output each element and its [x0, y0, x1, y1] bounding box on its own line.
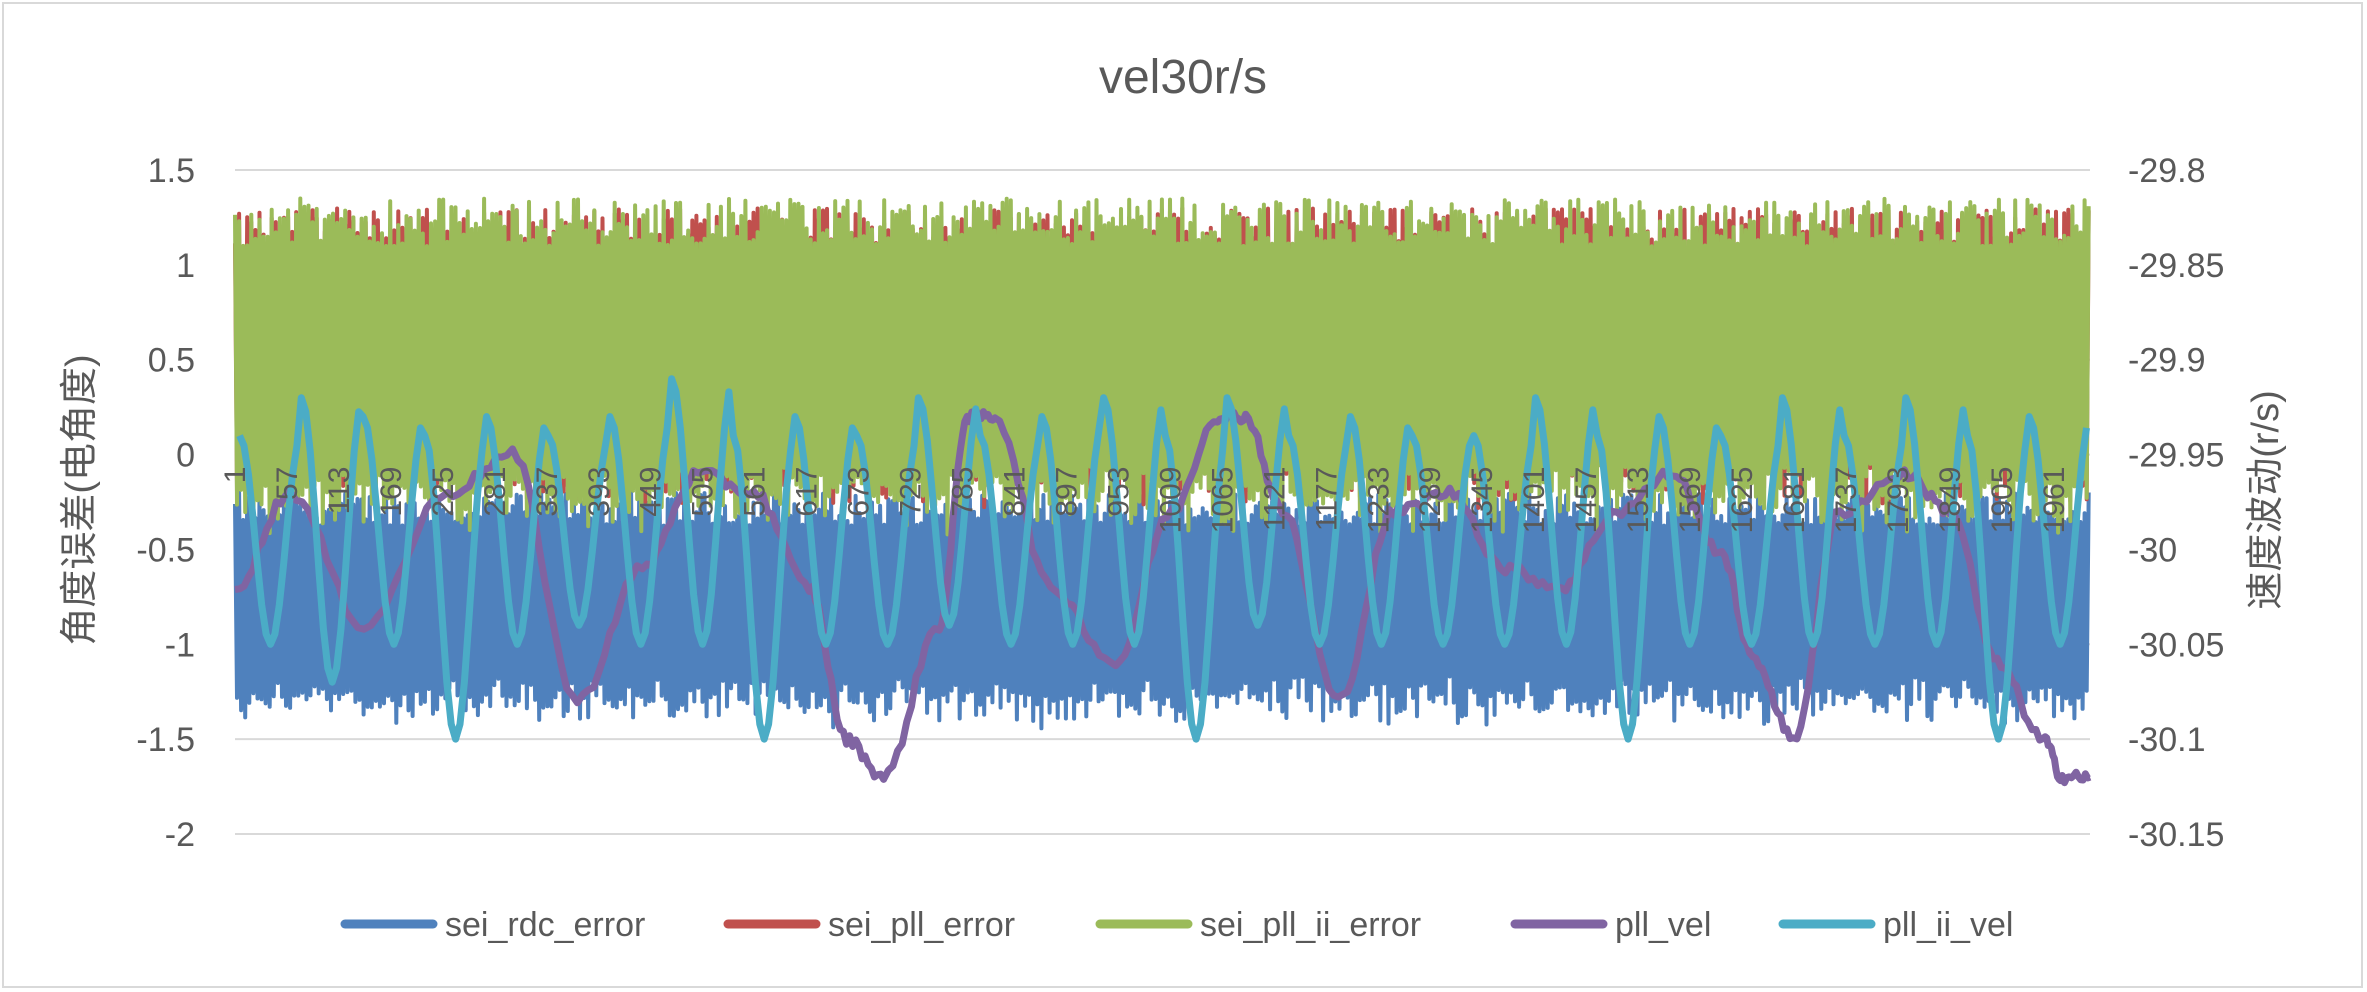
legend-label: pll_vel	[1615, 906, 1711, 944]
y-tick-label: 0.5	[148, 342, 195, 380]
x-tick-label: 1681	[1778, 467, 1811, 534]
x-tick-label: 1401	[1518, 467, 1551, 534]
x-tick-label: 449	[635, 467, 668, 517]
x-tick-label: 1457	[1570, 467, 1603, 534]
y-tick-label: -0.5	[136, 531, 195, 569]
x-tick-label: 673	[843, 467, 876, 517]
legend-label: sei_pll_ii_error	[1200, 906, 1421, 944]
series-pll_ii_vel	[236, 375, 2090, 743]
y-tick-label: -1	[165, 626, 195, 664]
x-tick-label: 1849	[1934, 467, 1967, 534]
y-axis-label: 角度误差(电角度)	[59, 354, 101, 645]
legend-label: sei_pll_error	[828, 906, 1015, 944]
x-tick-label: 897	[1051, 467, 1084, 517]
chart-title: vel30r/s	[1099, 51, 1267, 104]
y2-tick-label: -30.1	[2128, 721, 2206, 759]
y2-tick-label: -29.9	[2128, 342, 2206, 380]
x-tick-label: 169	[375, 467, 408, 517]
legend-label: sei_rdc_error	[445, 906, 645, 944]
x-tick-label: 561	[739, 467, 772, 517]
y2-tick-label: -30.05	[2128, 626, 2224, 664]
x-tick-label: 729	[895, 467, 928, 517]
x-tick-label: 617	[791, 467, 824, 517]
x-tick-label: 337	[531, 467, 564, 517]
y2-tick-label: -29.95	[2128, 437, 2224, 475]
x-tick-label: 281	[479, 467, 512, 517]
y-tick-label: 0	[176, 437, 195, 475]
x-tick-label: 1793	[1882, 467, 1915, 534]
x-tick-label: 1961	[2038, 467, 2071, 534]
y2-tick-label: -30	[2128, 531, 2177, 569]
x-tick-label: 1513	[1622, 467, 1655, 534]
y2-axis-label: 速度波动(r/s)	[2245, 390, 2287, 610]
x-tick-label: 505	[687, 467, 720, 517]
x-tick-label: 1	[219, 467, 252, 484]
x-tick-label: 1289	[1414, 467, 1447, 534]
y2-tick-label: -29.8	[2128, 152, 2206, 190]
y-tick-label: 1	[176, 247, 195, 285]
x-tick-label: 1905	[1986, 467, 2019, 534]
x-tick-label: 225	[427, 467, 460, 517]
y2-tick-label: -29.85	[2128, 247, 2224, 285]
x-axis: 1 57 113 169 225 281 337 393 449 505 561 617 673 729 7…	[219, 467, 2071, 534]
y-tick-label: -1.5	[136, 721, 195, 759]
x-tick-label: 393	[583, 467, 616, 517]
plot-area	[233, 196, 2092, 787]
x-tick-label: 1737	[1830, 467, 1863, 534]
y-tick-label: 1.5	[148, 152, 195, 190]
y-axis: 1.5 1 0.5 0 -0.5 -1 -1.5 -2	[136, 152, 195, 854]
x-tick-label: 1569	[1674, 467, 1707, 534]
x-tick-label: 113	[323, 467, 356, 515]
x-tick-label: 1625	[1726, 467, 1759, 534]
x-tick-label: 1065	[1206, 467, 1239, 534]
y2-axis: -29.8 -29.85 -29.9 -29.95 -30 -30.05 -30.1 -30.…	[2128, 152, 2224, 854]
x-tick-label: 841	[999, 467, 1032, 517]
x-tick-label: 1177	[1310, 467, 1343, 532]
y2-tick-label: -30.15	[2128, 816, 2224, 854]
x-tick-label: 953	[1102, 467, 1135, 517]
x-tick-label: 57	[271, 467, 304, 500]
y-tick-label: -2	[165, 816, 195, 854]
legend-label: pll_ii_vel	[1883, 906, 2013, 944]
legend: sei_rdc_error sei_pll_error sei_pll_ii_err…	[340, 906, 2013, 944]
x-tick-label: 1009	[1154, 467, 1187, 534]
x-tick-label: 785	[947, 467, 980, 517]
x-tick-label: 1345	[1466, 467, 1499, 534]
x-tick-label: 1121	[1258, 467, 1291, 532]
x-tick-label: 1233	[1362, 467, 1395, 534]
